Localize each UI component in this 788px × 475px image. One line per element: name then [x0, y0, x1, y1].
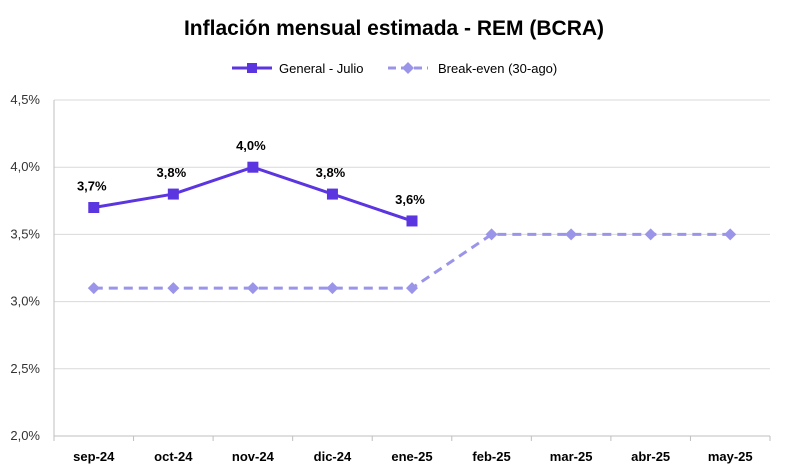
data-point-square[interactable]: [406, 215, 418, 227]
legend-marker-breakeven: [402, 62, 414, 74]
data-point-square[interactable]: [326, 188, 338, 200]
data-point-square[interactable]: [167, 188, 179, 200]
data-labels: 3,7% 3,8% 4,0% 3,8% 3,6%: [77, 138, 425, 207]
data-label: 3,8%: [157, 165, 187, 180]
data-point-diamond[interactable]: [87, 282, 100, 295]
x-axis: sep-24 oct-24 nov-24 dic-24 ene-25 feb-25 mar-…: [53, 100, 771, 464]
data-label: 3,7%: [77, 179, 107, 194]
y-tick-label: 4,5%: [10, 92, 40, 107]
data-point-diamond[interactable]: [406, 282, 418, 295]
data-point-diamond[interactable]: [246, 282, 259, 295]
series-line-0: [93, 165, 413, 223]
series-layer: [87, 161, 737, 295]
y-tick-label: 3,0%: [10, 294, 40, 309]
y-tick-label: 3,5%: [10, 226, 40, 241]
y-tick-label: 2,5%: [10, 361, 40, 376]
x-tick-label: dic-24: [314, 449, 352, 464]
data-point-diamond[interactable]: [485, 228, 498, 241]
data-point-diamond[interactable]: [326, 282, 339, 295]
x-tick-label: may-25: [708, 449, 753, 464]
data-label: 3,6%: [395, 192, 425, 207]
y-tick-label: 2,0%: [10, 428, 40, 443]
legend-item-general[interactable]: General - Julio: [232, 61, 364, 76]
data-point-diamond[interactable]: [167, 282, 180, 295]
x-tick-label: ene-25: [391, 449, 432, 464]
x-tick-label: mar-25: [550, 449, 593, 464]
x-tick-label: sep-24: [73, 449, 115, 464]
data-label: 3,8%: [316, 165, 346, 180]
data-point-diamond[interactable]: [565, 228, 578, 241]
data-point-diamond[interactable]: [724, 228, 737, 241]
legend-item-breakeven[interactable]: Break-even (30-ago): [388, 61, 557, 76]
x-tick-label: abr-25: [631, 449, 670, 464]
data-label: 4,0%: [236, 138, 266, 153]
x-tick-label: feb-25: [472, 449, 510, 464]
chart-title: Inflación mensual estimada - REM (BCRA): [184, 17, 604, 40]
legend: General - Julio Break-even (30-ago): [232, 61, 557, 76]
data-point-diamond[interactable]: [644, 228, 657, 241]
x-tick-label: oct-24: [154, 449, 193, 464]
series-line-1: [93, 232, 731, 290]
y-axis-ticks: 2,0% 2,5% 3,0% 3,5% 4,0% 4,5%: [10, 92, 40, 443]
gridlines: [54, 99, 770, 437]
data-point-square[interactable]: [88, 202, 100, 214]
x-tick-label: nov-24: [232, 449, 275, 464]
legend-label-general: General - Julio: [279, 61, 364, 76]
legend-marker-general: [247, 63, 257, 73]
y-tick-label: 4,0%: [10, 159, 40, 174]
data-point-square[interactable]: [247, 161, 259, 173]
legend-label-breakeven: Break-even (30-ago): [438, 61, 557, 76]
